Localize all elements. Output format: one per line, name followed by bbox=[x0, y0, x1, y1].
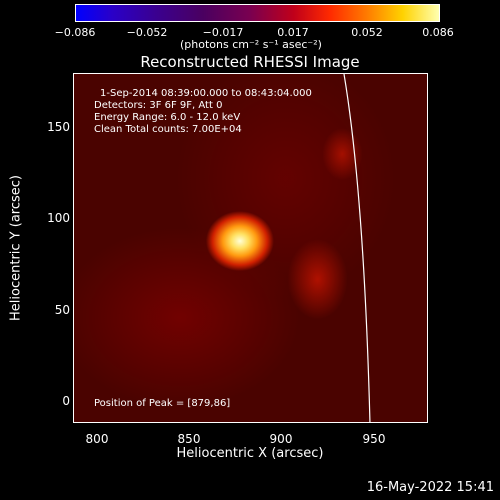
colorbar-tick: −0.086 bbox=[54, 26, 96, 39]
colorbar-tick: −0.017 bbox=[202, 26, 244, 39]
y-tick: 150 bbox=[47, 120, 70, 134]
colorbar-tick: 0.086 bbox=[422, 26, 454, 39]
x-tick: 950 bbox=[362, 432, 386, 446]
plot-title: Reconstructed RHESSI Image bbox=[140, 53, 360, 71]
colorbar bbox=[75, 4, 440, 22]
colorbar-tick: 0.017 bbox=[277, 26, 309, 39]
solar-limb bbox=[343, 74, 371, 422]
colorbar-units: (photons cm⁻² s⁻¹ asec⁻²) bbox=[180, 38, 322, 51]
timestamp: 16-May-2022 15:41 bbox=[366, 480, 494, 495]
colorbar-tick: −0.052 bbox=[126, 26, 168, 39]
x-tick: 800 bbox=[85, 432, 109, 446]
image-plot: 1-Sep-2014 08:39:00.000 to 08:43:04.000 … bbox=[73, 73, 428, 423]
y-axis-label: Heliocentric Y (arcsec) bbox=[8, 175, 24, 321]
colorbar-tick: 0.052 bbox=[351, 26, 383, 39]
peak-position: Position of Peak = [879,86] bbox=[94, 398, 231, 409]
y-tick: 50 bbox=[54, 303, 70, 317]
clean-info: Clean Total counts: 7.00E+04 bbox=[94, 124, 242, 135]
y-tick: 100 bbox=[47, 211, 70, 225]
x-tick: 850 bbox=[177, 432, 201, 446]
y-tick: 0 bbox=[62, 394, 70, 408]
time-range: 1-Sep-2014 08:39:00.000 to 08:43:04.000 bbox=[100, 88, 312, 99]
detectors-info: Detectors: 3F 6F 9F, Att 0 bbox=[94, 100, 223, 111]
x-axis-label: Heliocentric X (arcsec) bbox=[176, 446, 324, 461]
energy-range: Energy Range: 6.0 - 12.0 keV bbox=[94, 112, 241, 123]
x-tick: 900 bbox=[269, 432, 293, 446]
